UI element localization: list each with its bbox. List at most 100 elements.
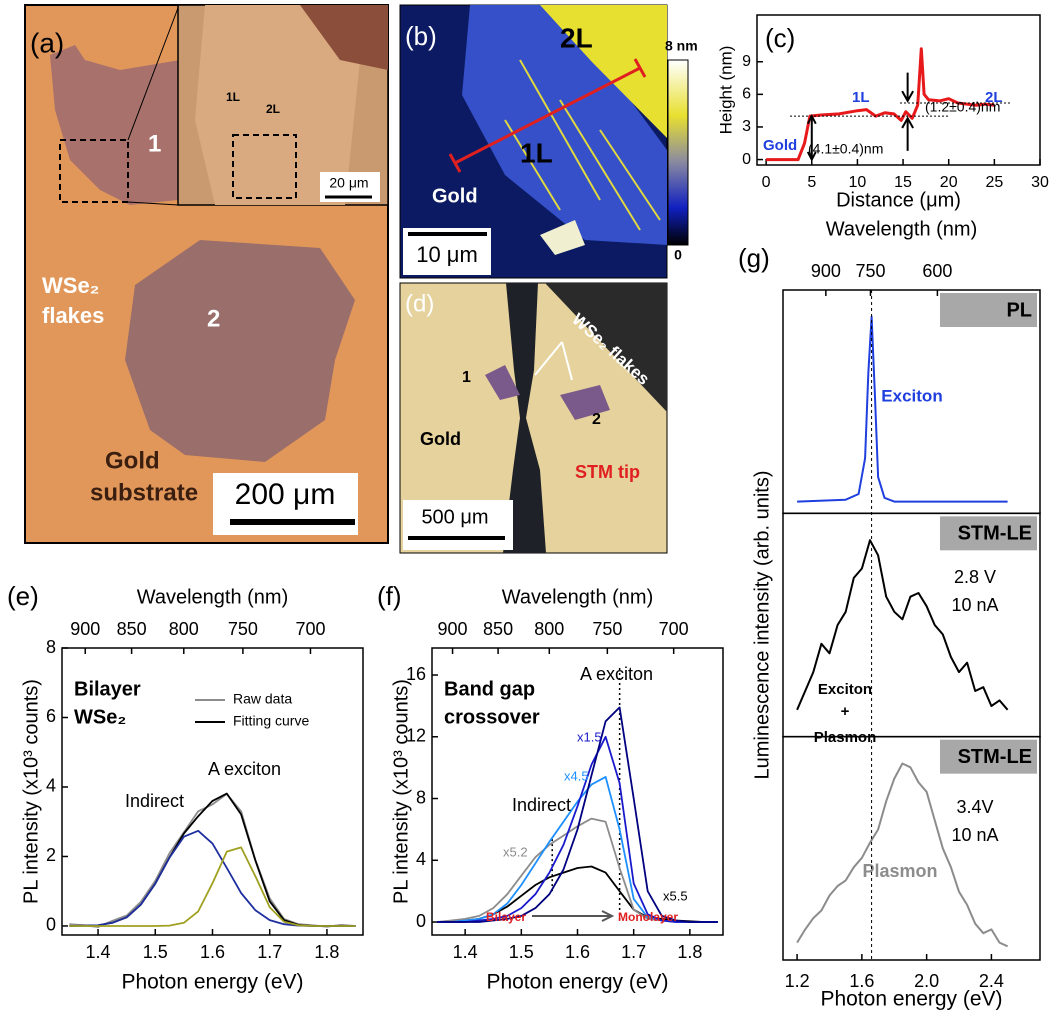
x-tick-label: 1.5 [143,942,168,962]
annotation: x1.5 [577,729,602,744]
y-tick-label: 2 [46,845,56,865]
x2-tick-label: 700 [659,619,689,639]
annotation: Indirect [512,795,571,815]
bold-label: WSe₂ [74,706,126,728]
x-tick-label: 30 [1031,174,1049,191]
flake [50,45,180,205]
flake-number: 2 [207,305,220,332]
layer-label: 2L [266,102,280,116]
x2-tick-label: 900 [811,261,841,281]
y-axis-label: Height (nm) [716,46,735,135]
x-axis-label: Distance (μm) [836,189,961,211]
x2-tick-label: 600 [922,261,952,281]
x-tick-label: 1.4 [86,942,111,962]
arrow [561,341,573,381]
annotation: Plasmon [862,861,937,881]
bold-label: Band gap [444,678,535,700]
shadow [545,283,667,412]
y-tick-label: 6 [742,86,751,103]
x2-tick-label: 800 [534,619,564,639]
colorbar [667,59,689,246]
dashed-box [59,139,129,203]
profile-cap [448,153,462,173]
y-tick-label: 4 [416,849,426,869]
data-line [796,762,1009,948]
layer-label: 1L [520,137,553,168]
x2-axis-label: Wavelength (nm) [137,586,289,608]
x-tick-label: 15 [894,174,912,191]
x-tick-label: 5 [807,174,816,191]
data-line [797,315,1008,503]
x-tick-label: 1.7 [257,942,282,962]
inset-flake [195,5,360,205]
annotation: Exciton [818,681,872,698]
x2-tick-label: 800 [169,619,199,639]
annotation: x4.5 [564,768,589,783]
flakes-label: flakes [42,303,104,328]
profile-cap [633,58,647,78]
scale-box [403,500,513,550]
flake [485,365,520,400]
data-line [437,706,718,923]
x2-axis-label: Wavelength (nm) [502,586,654,608]
data-line [69,846,356,927]
scale-label: 10 μm [416,242,478,267]
annotation: A exciton [580,664,653,684]
annotation: 3.4V [956,797,993,817]
x-tick-label: 1.7 [621,942,646,962]
annotation: 10 nA [951,825,998,845]
x-tick-label: 25 [985,174,1003,191]
x-tick-label: 0 [762,174,771,191]
annotation: Monolayer [618,910,678,924]
y-tick-label: 16 [406,664,426,684]
flakes-label: WSe₂ [42,273,99,298]
flake-number: 1 [462,369,471,386]
panel-label: (d) [405,290,434,317]
flake-number: 1 [148,130,161,157]
y-tick-label: 6 [46,706,56,726]
annotation: 2.8 V [954,567,996,587]
annotation: 10 nA [951,595,998,615]
gold-label: Gold [432,185,478,207]
data-line [69,793,356,928]
y-tick-label: 12 [406,726,426,746]
y-tick-label: 8 [416,787,426,807]
x2-tick-label: 750 [592,619,622,639]
layer-region [462,5,667,245]
y-axis-label: PL intensity (x10³ counts) [390,679,412,904]
panel-label: (e) [7,581,39,611]
plot-frame [756,14,1041,166]
annotation: Bilayer [486,910,526,924]
scale-label: 20 μm [329,175,368,191]
annotation: (1.2±0.4)nm [925,99,1000,115]
subplot-label: PL [1006,299,1032,321]
x2-tick-label: 700 [295,619,325,639]
label-box [940,516,1037,551]
x-tick-label: 1.6 [849,971,874,991]
panel-label: (a) [30,27,64,58]
zoom-line [127,7,179,141]
panel-a: (a) 1 2 WSe₂ flakes Gold substrate 200 μ… [24,4,389,544]
layer-label: 1L [226,90,240,104]
x-tick-label: 1.2 [785,971,810,991]
panel-label: (f) [377,581,402,611]
y-tick-label: 4 [46,776,56,796]
arrow [806,113,817,162]
annotation: Gold [763,137,797,154]
flake [560,385,610,420]
data-line [69,829,356,927]
subplot-label: STM-LE [958,523,1032,545]
panel-label: (b) [405,21,437,51]
x2-tick-label: 750 [228,619,258,639]
x-axis-label: Photon energy (eV) [820,988,1002,1011]
y-tick-label: 0 [416,911,426,931]
x-tick-label: 2.0 [914,971,939,991]
annotation: 2L [985,89,1003,106]
streak [504,59,661,231]
zoom-line [127,201,179,206]
annotation: A exciton [208,759,281,779]
layer-region [540,5,667,138]
dashed-box [232,134,297,199]
